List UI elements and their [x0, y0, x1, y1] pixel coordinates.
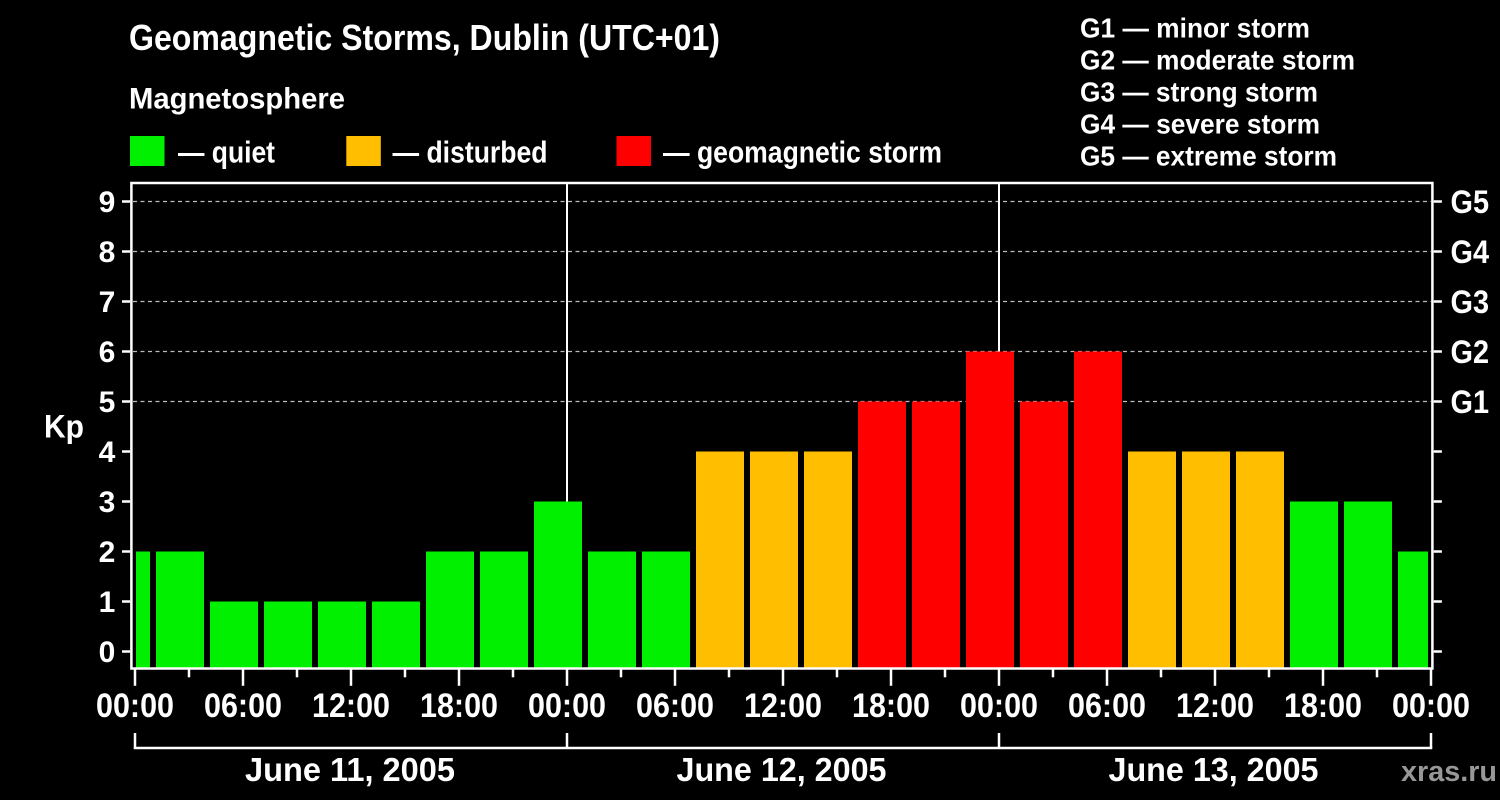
- svg-text:00:00: 00:00: [96, 687, 174, 725]
- svg-text:G4 — severe storm: G4 — severe storm: [1080, 109, 1320, 140]
- svg-text:G2 — moderate storm: G2 — moderate storm: [1080, 45, 1355, 76]
- svg-text:06:00: 06:00: [636, 687, 714, 725]
- svg-text:6: 6: [99, 336, 116, 369]
- svg-text:8: 8: [99, 236, 116, 269]
- svg-text:June 12, 2005: June 12, 2005: [677, 751, 887, 788]
- svg-text:June 11, 2005: June 11, 2005: [245, 751, 455, 788]
- svg-text:xras.ru: xras.ru: [1401, 756, 1497, 788]
- svg-text:06:00: 06:00: [1068, 687, 1146, 725]
- svg-text:G5: G5: [1451, 184, 1490, 220]
- svg-text:12:00: 12:00: [312, 687, 390, 725]
- svg-text:Kp: Kp: [44, 409, 84, 445]
- svg-text:18:00: 18:00: [852, 687, 930, 725]
- svg-text:00:00: 00:00: [528, 687, 606, 725]
- svg-text:12:00: 12:00: [1176, 687, 1254, 725]
- svg-text:9: 9: [99, 186, 116, 219]
- svg-text:— quiet: — quiet: [178, 135, 275, 170]
- svg-text:00:00: 00:00: [960, 687, 1038, 725]
- svg-text:5: 5: [99, 386, 116, 419]
- svg-text:4: 4: [99, 436, 116, 469]
- svg-text:June 13, 2005: June 13, 2005: [1109, 751, 1319, 788]
- svg-text:7: 7: [99, 286, 116, 319]
- svg-text:— geomagnetic storm: — geomagnetic storm: [663, 135, 942, 170]
- svg-text:1: 1: [99, 586, 116, 619]
- svg-text:G1 — minor storm: G1 — minor storm: [1080, 13, 1310, 44]
- svg-text:0: 0: [99, 636, 116, 669]
- svg-text:G2: G2: [1451, 334, 1490, 370]
- svg-text:06:00: 06:00: [204, 687, 282, 725]
- svg-text:— disturbed: — disturbed: [393, 135, 548, 170]
- svg-text:G4: G4: [1451, 234, 1490, 270]
- svg-text:3: 3: [99, 486, 116, 519]
- svg-text:Geomagnetic Storms, Dublin (UT: Geomagnetic Storms, Dublin (UTC+01): [129, 17, 720, 58]
- svg-text:12:00: 12:00: [744, 687, 822, 725]
- svg-text:18:00: 18:00: [1284, 687, 1362, 725]
- svg-text:2: 2: [99, 536, 116, 569]
- svg-text:Magnetosphere: Magnetosphere: [129, 83, 345, 116]
- svg-text:G3: G3: [1451, 284, 1490, 320]
- svg-text:18:00: 18:00: [420, 687, 498, 725]
- svg-text:00:00: 00:00: [1392, 687, 1470, 725]
- svg-text:G3 — strong storm: G3 — strong storm: [1080, 77, 1318, 108]
- svg-text:G5 — extreme storm: G5 — extreme storm: [1080, 141, 1337, 172]
- svg-text:G1: G1: [1451, 384, 1490, 420]
